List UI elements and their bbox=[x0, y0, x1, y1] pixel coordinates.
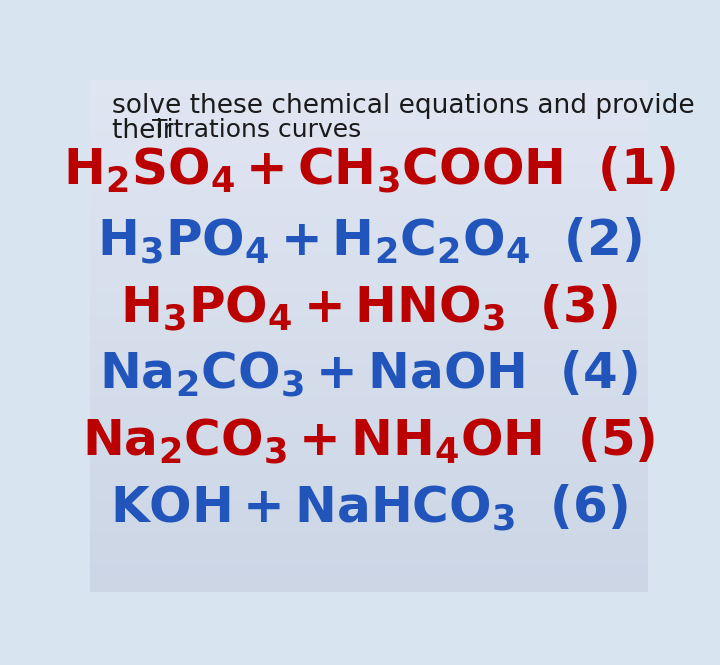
Text: $\mathbf{H_2SO_4 + CH_3COOH\ \ (1)}$: $\mathbf{H_2SO_4 + CH_3COOH\ \ (1)}$ bbox=[63, 144, 675, 195]
Text: solve these chemical equations and provide: solve these chemical equations and provi… bbox=[112, 92, 695, 118]
Text: $\mathbf{KOH + NaHCO_3\ \ (6)}$: $\mathbf{KOH + NaHCO_3\ \ (6)}$ bbox=[110, 482, 628, 533]
Text: $\mathbf{Na_2CO_3 + NaOH\ \ (4)}$: $\mathbf{Na_2CO_3 + NaOH\ \ (4)}$ bbox=[99, 349, 639, 400]
Text: $\mathbf{Na_2CO_3 + NH_4OH\ \ (5)}$: $\mathbf{Na_2CO_3 + NH_4OH\ \ (5)}$ bbox=[82, 416, 656, 466]
Text: $\mathbf{H_3PO_4 + H_2C_2O_4\ \ (2)}$: $\mathbf{H_3PO_4 + H_2C_2O_4\ \ (2)}$ bbox=[96, 216, 642, 266]
Text: $\mathbf{H_3PO_4 + HNO_3\ \ (3)}$: $\mathbf{H_3PO_4 + HNO_3\ \ (3)}$ bbox=[120, 283, 618, 333]
Text: their: their bbox=[112, 118, 182, 144]
Text: Titrations curves: Titrations curves bbox=[153, 118, 361, 142]
